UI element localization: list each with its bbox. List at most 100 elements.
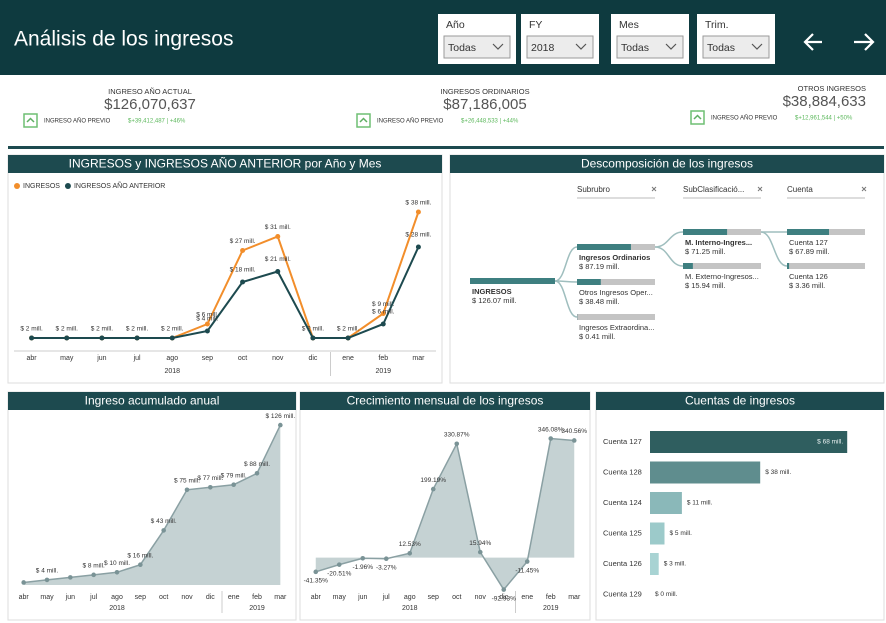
data-label: $ 88 mill. [244,461,270,468]
data-label: $ 2 mill. [337,326,360,333]
node-bar[interactable] [577,244,631,250]
kpi-prev-label: INGRESO AÑO PREVIO [44,118,111,125]
data-point [91,572,96,578]
bar [650,522,665,545]
panel-title: INGRESOS y INGRESOS AÑO ANTERIOR por Año… [69,157,382,171]
kpi-prev-label: INGRESO AÑO PREVIO [377,118,444,125]
kpi-value: $38,884,633 [783,93,866,110]
filter-dropdown[interactable] [443,35,511,59]
data-point [415,209,421,215]
level-header: Cuenta [787,185,813,194]
data-point [161,528,166,533]
x-tick-label: jun [357,594,367,601]
node-bar[interactable] [787,229,830,235]
data-point [275,269,281,274]
x-group-label: 2019 [543,605,559,612]
node-bar-bg[interactable] [683,263,761,269]
kpi-icon-arrow [26,117,35,123]
node-value: $ 71.25 mill. [685,247,725,256]
x-tick-label: sep [135,594,146,601]
tree-connector [760,231,788,267]
data-label: $ 2 mill. [302,326,325,333]
node-value: $ 67.89 mill. [789,247,829,256]
x-tick-label: may [60,355,74,362]
kpi-icon-arrow [693,114,702,120]
data-label: $ 79 mill. [221,472,247,479]
data-label: $ 8 mill. [82,563,105,570]
level-close[interactable] [757,186,763,192]
back-arrow[interactable] [803,33,822,51]
data-label: $ 18 mill. [230,267,256,274]
x-tick-label: feb [546,594,556,601]
node-bar[interactable] [683,263,693,269]
x-tick-label: nov [181,594,193,601]
node-bar-bg[interactable] [577,314,655,320]
data-label: $ 6 mill. [372,309,395,316]
data-point [21,580,26,585]
node-label: Ingresos Extraordina... [579,323,654,332]
kpi-value: $87,186,005 [443,96,526,113]
dropdown-chevron [665,43,677,50]
x-group-label: 2018 [402,605,418,612]
legend-label: INGRESOS [23,183,60,190]
data-point [548,436,554,441]
node-bar[interactable] [577,279,601,285]
x-tick-label: abr [311,594,322,601]
tree-connector [554,280,578,318]
filter-dropdown[interactable] [702,35,770,59]
data-label: -20.51% [327,570,351,577]
bar [650,431,848,453]
data-point [134,335,140,341]
level-close[interactable] [651,186,657,192]
x-tick-label: mar [412,355,425,362]
level-close[interactable] [861,186,867,192]
forward-arrow[interactable] [854,33,875,51]
filter-label: FY [529,19,542,31]
node-bar[interactable] [683,229,728,235]
node-bar-bg[interactable] [577,279,655,285]
page-title: Análisis de los ingresos [14,28,233,51]
filter-value: Todas [621,42,649,54]
x-tick-label: dic [308,355,317,362]
separator [8,146,884,149]
filter-dropdown[interactable] [616,35,684,59]
x-tick-label: mar [568,594,581,601]
kpi-icon [690,110,705,125]
node-bar-bg[interactable] [787,263,865,269]
data-point [345,335,351,341]
bar [650,461,761,484]
panel-title-bar [8,155,442,173]
data-point [477,549,483,555]
y-tick-label: Cuenta 124 [603,498,642,507]
x-tick-label: jul [382,594,390,601]
data-point [383,556,389,562]
data-label: $ 77 mill. [197,475,223,482]
filter-label: Año [446,19,465,31]
x-tick-label: oct [238,355,247,362]
data-label: $ 43 mill. [151,518,177,525]
legend-marker [64,183,71,189]
level-header: Subrubro [577,185,610,194]
panel-title-bar [8,392,296,410]
x-tick-label: nov [272,355,284,362]
dropdown-chevron [575,43,587,50]
node-label: M. Externo-Ingresos... [685,272,759,281]
data-point [310,335,316,341]
x-tick-label: jul [133,355,141,362]
data-point [114,570,120,575]
x-tick-label: mar [274,594,287,601]
filter-value: Todas [707,42,735,54]
data-point [44,577,50,583]
panel-title-bar [450,155,884,173]
data-label: 330.87% [444,431,470,438]
data-point [64,335,70,341]
data-point [29,335,35,341]
node-bar[interactable] [470,278,555,284]
data-label: 340.56% [561,428,587,435]
node-bar[interactable] [787,263,790,269]
panel [595,391,885,621]
filter-dropdown[interactable] [526,35,594,59]
x-tick-label: ago [404,594,416,601]
y-tick-label: Cuenta 128 [603,467,642,476]
data-point [240,248,246,253]
